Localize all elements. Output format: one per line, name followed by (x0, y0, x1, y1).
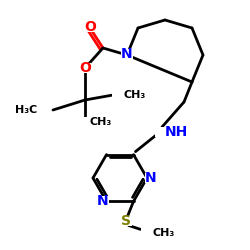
FancyBboxPatch shape (121, 49, 133, 59)
Text: N: N (145, 171, 157, 185)
FancyBboxPatch shape (27, 105, 47, 115)
FancyBboxPatch shape (112, 90, 132, 100)
Text: N: N (97, 194, 108, 208)
Text: CH₃: CH₃ (123, 90, 145, 100)
Text: CH₃: CH₃ (152, 228, 175, 238)
Text: O: O (84, 20, 96, 34)
FancyBboxPatch shape (120, 216, 132, 226)
FancyBboxPatch shape (96, 196, 108, 206)
FancyBboxPatch shape (155, 127, 173, 137)
Text: O: O (79, 61, 91, 75)
FancyBboxPatch shape (84, 22, 96, 32)
Text: S: S (120, 214, 130, 228)
FancyBboxPatch shape (140, 228, 162, 238)
Text: N: N (121, 47, 133, 61)
FancyBboxPatch shape (79, 63, 91, 73)
Text: H₃C: H₃C (15, 105, 37, 115)
Text: CH₃: CH₃ (90, 117, 112, 127)
FancyBboxPatch shape (79, 117, 99, 127)
FancyBboxPatch shape (145, 173, 157, 183)
Text: NH: NH (165, 125, 188, 139)
